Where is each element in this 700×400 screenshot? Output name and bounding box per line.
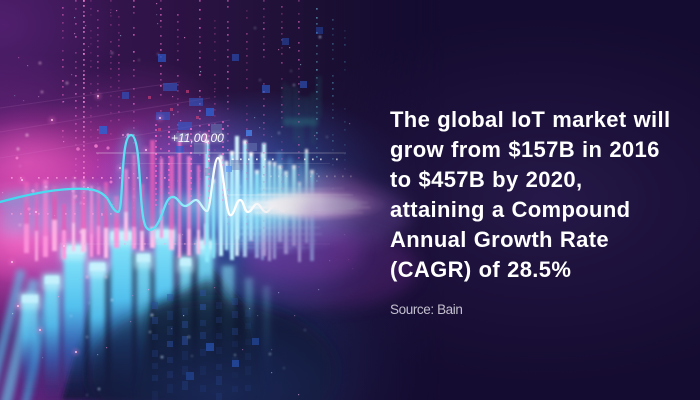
svg-text:+11,00.00: +11,00.00 bbox=[171, 131, 224, 145]
svg-text:+11,00.00: +11,00.00 bbox=[171, 131, 224, 145]
